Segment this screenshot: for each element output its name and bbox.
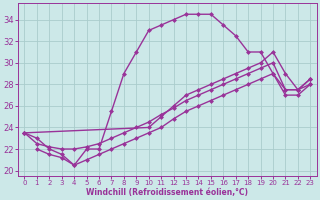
X-axis label: Windchill (Refroidissement éolien,°C): Windchill (Refroidissement éolien,°C) [86, 188, 248, 197]
